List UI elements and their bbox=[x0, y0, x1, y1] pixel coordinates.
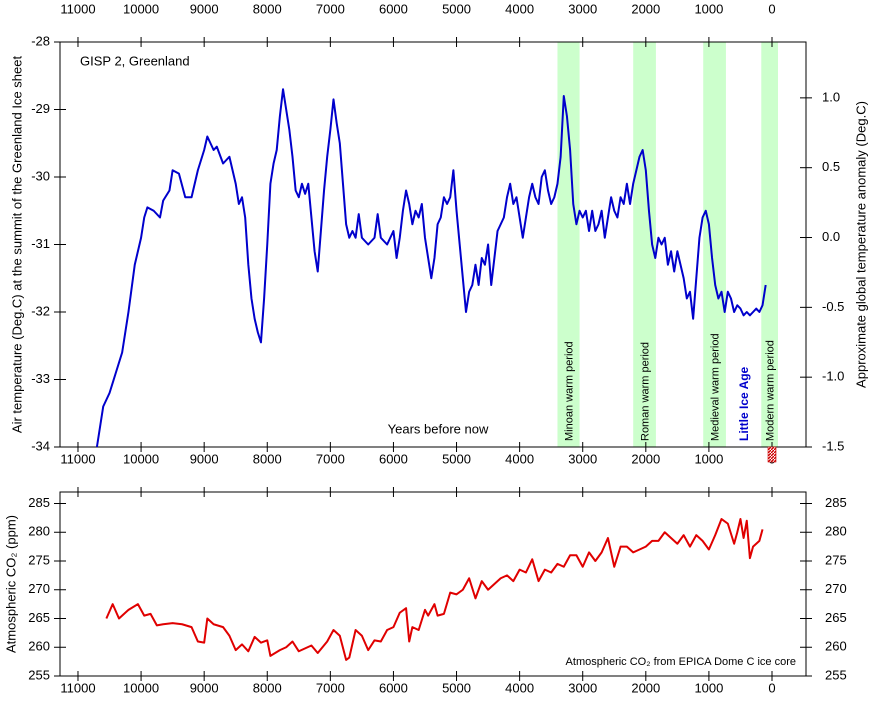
y-tick-label: 270 bbox=[28, 581, 50, 596]
x-tick-label: 2000 bbox=[631, 451, 660, 466]
y-tick-label: -30 bbox=[31, 168, 50, 183]
x-tick-label: 3000 bbox=[568, 451, 597, 466]
chart-annotation: Atmospheric CO₂ from EPICA Dome C ice co… bbox=[566, 656, 796, 668]
y2-tick-label: 0.0 bbox=[822, 229, 840, 244]
y2-tick-label: 0.5 bbox=[822, 159, 840, 174]
period-label: Modern warm period bbox=[765, 340, 777, 441]
y-tick-label: 275 bbox=[28, 552, 50, 567]
y-tick-label: 265 bbox=[28, 610, 50, 625]
x-tick-label: 10000 bbox=[123, 1, 159, 16]
period-label: Roman warm period bbox=[639, 342, 651, 441]
y-tick-label: -29 bbox=[31, 101, 50, 116]
x-tick-label: 3000 bbox=[568, 1, 597, 16]
y2-tick-label: 280 bbox=[825, 524, 847, 539]
y-axis-label: Air temperature (Deg.C) at the summit of… bbox=[9, 56, 24, 434]
x-tick-label: 11000 bbox=[60, 451, 95, 466]
x-tick-label: 3000 bbox=[568, 680, 597, 695]
x-tick-label: 2000 bbox=[631, 680, 660, 695]
x-tick-label: 8000 bbox=[253, 680, 282, 695]
annotation-label: Little Ice Age bbox=[737, 366, 751, 441]
data-line bbox=[95, 88, 767, 448]
x-tick-label: 5000 bbox=[442, 680, 471, 695]
y-tick-label: -28 bbox=[31, 33, 50, 48]
period-label: Medieval warm period bbox=[709, 333, 721, 441]
period-band bbox=[761, 42, 778, 447]
x-tick-label: 1000 bbox=[694, 451, 723, 466]
x-tick-label: 10000 bbox=[123, 680, 159, 695]
x-tick-label: 6000 bbox=[379, 680, 408, 695]
x-tick-label: 9000 bbox=[190, 680, 219, 695]
period-band bbox=[557, 42, 580, 447]
y-axis-label: Atmospheric CO₂ (ppm) bbox=[3, 515, 18, 653]
x-tick-label: 4000 bbox=[505, 1, 534, 16]
y2-tick-label: 255 bbox=[825, 667, 847, 682]
x-tick-label: 7000 bbox=[316, 451, 345, 466]
y2-tick-label: 285 bbox=[825, 495, 847, 510]
data-line bbox=[105, 518, 764, 661]
x-tick-label: 4000 bbox=[505, 680, 534, 695]
x-tick-label: 9000 bbox=[190, 1, 219, 16]
present-marker bbox=[767, 446, 777, 463]
y-tick-label: -34 bbox=[31, 438, 50, 453]
chart-annotation: GISP 2, Greenland bbox=[80, 53, 190, 68]
period-band bbox=[703, 42, 726, 447]
y2-tick-label: -1.0 bbox=[822, 369, 844, 384]
y2-tick-label: -0.5 bbox=[822, 299, 844, 314]
x-tick-label: 7000 bbox=[316, 1, 345, 16]
x-tick-label: 7000 bbox=[316, 680, 345, 695]
x-axis-label: Years before now bbox=[388, 421, 489, 436]
x-tick-label: 11000 bbox=[60, 680, 95, 695]
x-tick-label: 2000 bbox=[631, 1, 660, 16]
x-tick-label: 6000 bbox=[379, 1, 408, 16]
period-band bbox=[633, 42, 656, 447]
y2-tick-label: 275 bbox=[825, 552, 847, 567]
y-tick-label: -32 bbox=[31, 303, 50, 318]
x-tick-label: 5000 bbox=[442, 1, 471, 16]
x-tick-label: 8000 bbox=[253, 451, 282, 466]
y2-tick-label: 1.0 bbox=[822, 89, 840, 104]
x-tick-label: 9000 bbox=[190, 451, 219, 466]
x-tick-label: 8000 bbox=[253, 1, 282, 16]
x-tick-label: 1000 bbox=[694, 680, 723, 695]
x-tick-label: 6000 bbox=[379, 451, 408, 466]
x-tick-label: 1000 bbox=[694, 1, 723, 16]
y2-tick-label: 260 bbox=[825, 639, 847, 654]
x-tick-label: 11000 bbox=[60, 1, 95, 16]
plot-frame bbox=[59, 41, 807, 448]
x-tick-label: 0 bbox=[768, 680, 775, 695]
y-tick-label: 260 bbox=[28, 639, 50, 654]
plot-frame bbox=[59, 491, 807, 677]
y2-tick-label: 270 bbox=[825, 581, 847, 596]
x-tick-label: 5000 bbox=[442, 451, 471, 466]
x-tick-label: 10000 bbox=[123, 451, 159, 466]
y-tick-label: -33 bbox=[31, 371, 50, 386]
y-tick-label: 285 bbox=[28, 495, 50, 510]
y-tick-label: -31 bbox=[31, 236, 50, 251]
y2-tick-label: -1.5 bbox=[822, 438, 844, 453]
x-tick-label: 0 bbox=[768, 1, 775, 16]
y2-tick-label: 265 bbox=[825, 610, 847, 625]
y2-axis-label: Approximate global temperature anomaly (… bbox=[853, 101, 868, 388]
x-tick-label: 4000 bbox=[505, 451, 534, 466]
period-label: Minoan warm period bbox=[563, 341, 575, 441]
y-tick-label: 255 bbox=[28, 667, 50, 682]
y-tick-label: 280 bbox=[28, 524, 50, 539]
